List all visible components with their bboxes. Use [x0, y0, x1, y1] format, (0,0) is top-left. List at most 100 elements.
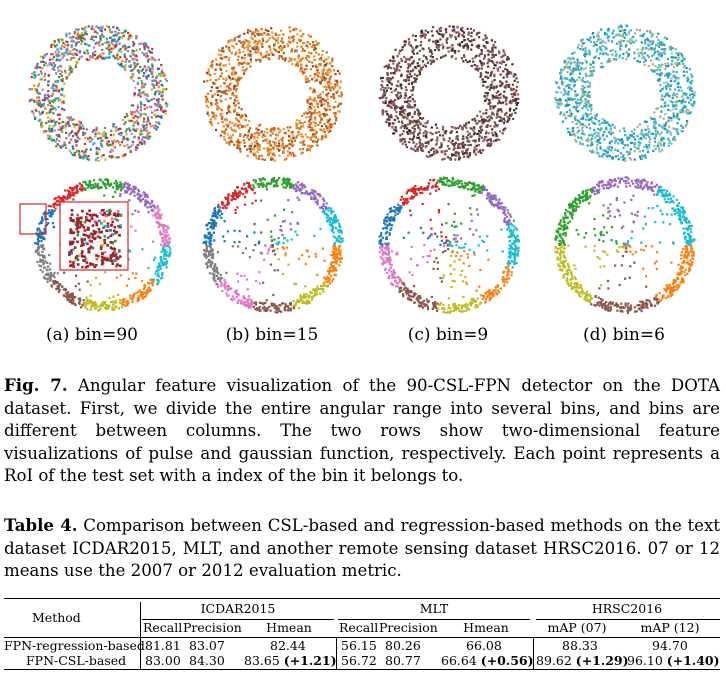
- feature-point: [450, 141, 453, 144]
- feature-point: [603, 130, 606, 133]
- feature-point: [152, 86, 156, 89]
- feature-point: [145, 56, 148, 59]
- feature-point: [253, 41, 256, 44]
- feature-point: [576, 64, 579, 67]
- feature-point: [260, 130, 263, 133]
- feature-point: [136, 59, 139, 62]
- feature-point: [577, 119, 580, 122]
- feature-point: [403, 140, 407, 143]
- feature-point: [72, 53, 75, 57]
- feature-point: [641, 52, 644, 55]
- feature-point: [242, 44, 245, 47]
- feature-point: [151, 284, 154, 287]
- feature-point: [138, 69, 141, 72]
- feature-point: [125, 190, 129, 193]
- feature-point: [486, 124, 489, 127]
- feature-point: [49, 136, 52, 139]
- feature-point: [649, 138, 652, 141]
- feature-point: [480, 52, 483, 55]
- feature-point: [288, 147, 291, 150]
- feature-point: [160, 115, 163, 118]
- feature-point: [96, 32, 99, 35]
- feature-point: [601, 121, 604, 124]
- feature-point: [168, 252, 171, 256]
- feature-point: [316, 144, 319, 147]
- feature-point: [273, 144, 276, 147]
- feature-point: [300, 67, 303, 70]
- feature-point: [145, 76, 148, 79]
- feature-point: [412, 132, 415, 136]
- feature-point: [646, 134, 649, 137]
- feature-point: [86, 49, 89, 52]
- feature-point: [615, 53, 618, 56]
- feature-point: [320, 103, 323, 106]
- feature-point: [148, 282, 151, 285]
- feature-point: [57, 99, 60, 102]
- feature-point: [66, 53, 69, 56]
- feature-point: [473, 38, 476, 41]
- feature-point: [673, 136, 676, 139]
- feature-point: [507, 57, 510, 61]
- feature-point: [152, 278, 156, 281]
- feature-point: [499, 130, 502, 133]
- feature-point: [589, 63, 593, 66]
- feature-point: [633, 32, 636, 35]
- feature-point: [282, 52, 285, 55]
- feature-point: [556, 91, 559, 94]
- feature-point: [636, 60, 639, 63]
- feature-point: [78, 151, 81, 154]
- feature-point: [435, 152, 438, 155]
- feature-point: [286, 144, 289, 147]
- feature-point: [116, 182, 119, 185]
- feature-point: [667, 144, 670, 147]
- feature-point: [250, 53, 253, 56]
- feature-point: [148, 131, 151, 134]
- feature-point: [623, 36, 626, 39]
- feature-point: [586, 108, 589, 111]
- feature-point: [466, 140, 469, 143]
- feature-point: [34, 66, 37, 69]
- feature-point: [337, 110, 340, 113]
- feature-point: [506, 56, 509, 59]
- feature-point: [512, 75, 515, 78]
- feature-point: [162, 245, 165, 248]
- feature-point: [157, 268, 160, 272]
- feature-point: [424, 65, 427, 68]
- feature-point: [226, 133, 229, 136]
- feature-point: [414, 120, 417, 123]
- feature-point: [584, 118, 587, 121]
- feature-point: [653, 127, 656, 130]
- feature-point: [101, 139, 104, 142]
- feature-point: [144, 200, 147, 203]
- feature-point: [236, 99, 239, 102]
- feature-point: [286, 154, 289, 157]
- feature-point: [43, 96, 47, 99]
- feature-point: [603, 153, 606, 156]
- feature-point: [301, 34, 304, 37]
- feature-point: [597, 152, 600, 155]
- feature-point: [611, 156, 614, 159]
- feature-point: [324, 134, 327, 137]
- feature-point: [314, 64, 317, 67]
- feature-point: [233, 73, 237, 76]
- feature-point: [227, 107, 230, 110]
- feature-point: [335, 117, 338, 120]
- feature-point: [660, 143, 663, 146]
- feature-point: [484, 34, 487, 37]
- feature-point: [99, 37, 102, 40]
- feature-point: [682, 62, 685, 66]
- feature-point: [141, 297, 144, 300]
- feature-point: [77, 129, 80, 133]
- feature-point: [681, 110, 684, 113]
- feature-point: [126, 50, 129, 53]
- feature-point: [255, 43, 258, 46]
- feature-point: [405, 88, 408, 92]
- feature-point: [271, 140, 275, 143]
- feature-point: [154, 79, 157, 82]
- feature-point: [422, 132, 425, 135]
- feature-point: [28, 88, 31, 91]
- feature-point: [393, 128, 396, 131]
- feature-point: [30, 76, 33, 79]
- feature-point: [473, 146, 476, 149]
- feature-point: [82, 127, 85, 130]
